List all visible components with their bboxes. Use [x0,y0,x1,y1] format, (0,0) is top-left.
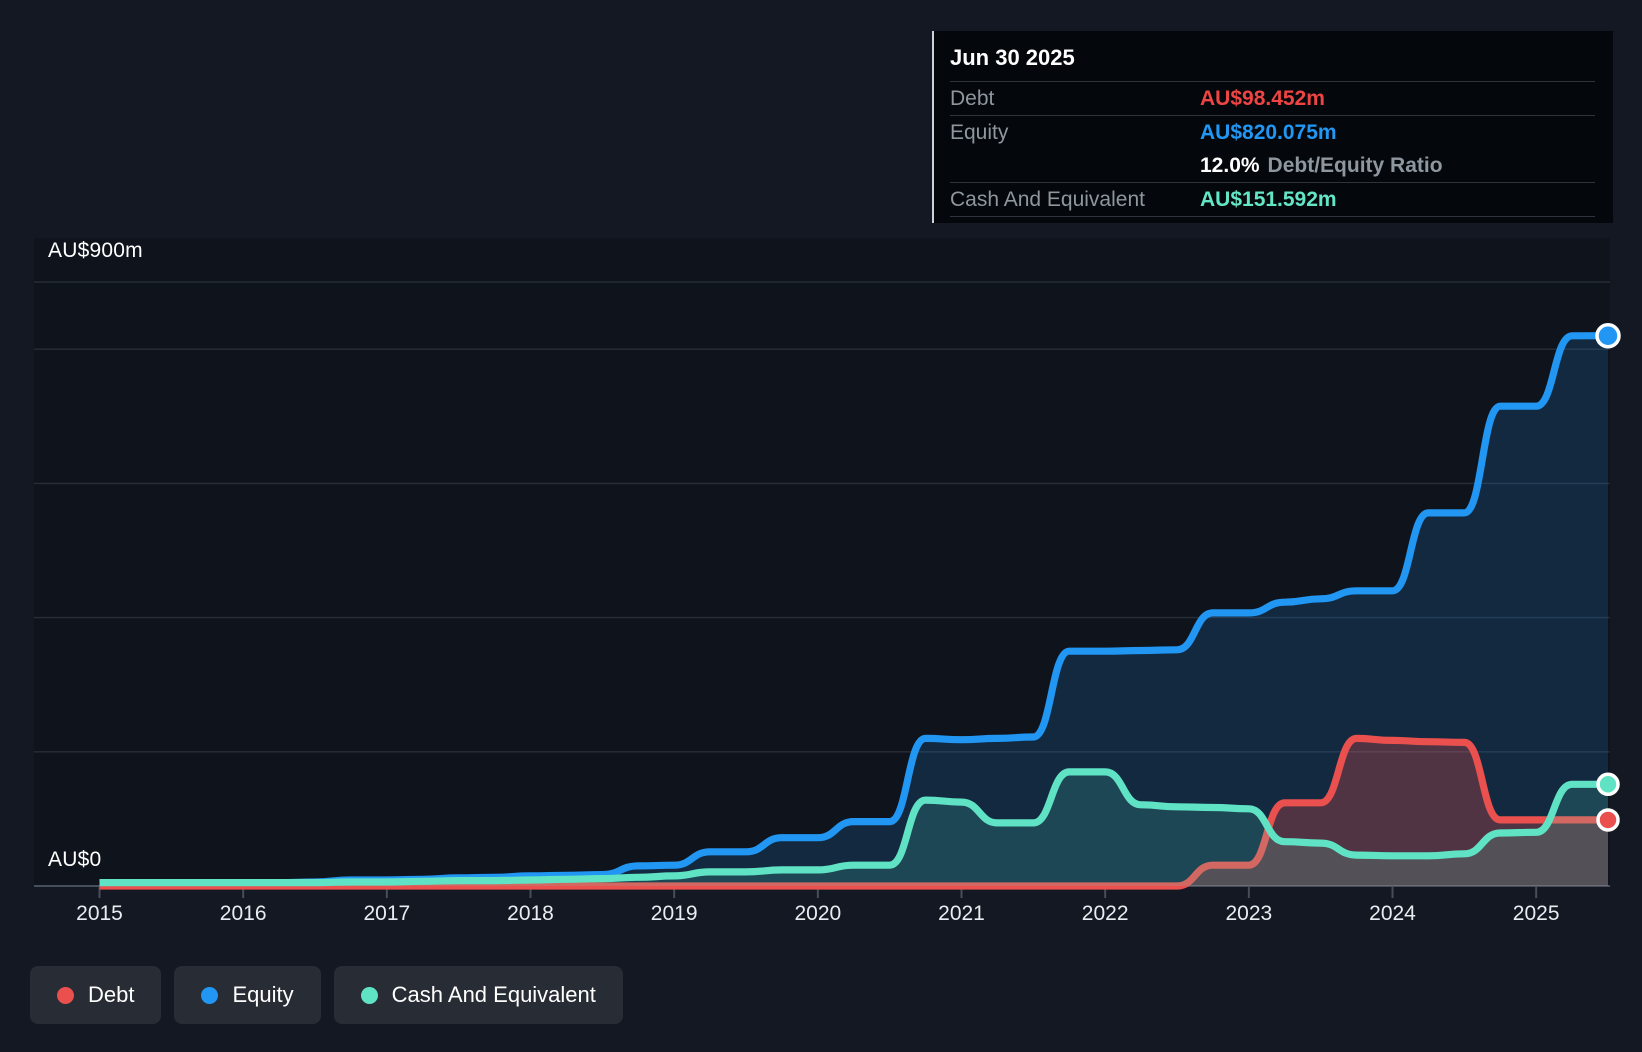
year-label-2021: 2021 [938,902,985,925]
legend-label: Debt [88,982,135,1007]
year-label-2022: 2022 [1081,902,1129,925]
series-line-debt[interactable] [99,734,1609,890]
y-axis-zero-label: AU$0 [48,848,102,871]
tooltip-ratio-label: Debt/Equity Ratio [1267,153,1443,177]
year-label-2019: 2019 [650,902,698,925]
legend-chip-debt[interactable]: Debt [30,966,162,1024]
last-point-marker-debt [1596,808,1620,832]
legend-chip-equity[interactable]: Equity [174,966,321,1024]
series-area-debt [99,738,1608,886]
tooltip-equity-label: Equity [950,120,1009,144]
year-label-2016: 2016 [219,902,267,925]
tooltip-equity-value: AU$820.075m [1200,120,1337,144]
legend-dot [57,986,74,1004]
tooltip-cash-value: AU$151.592m [1200,187,1337,211]
tooltip-cash-label: Cash And Equivalent [950,187,1145,211]
legend-label: Cash And Equivalent [391,982,596,1007]
year-label-2025: 2025 [1512,902,1560,925]
tooltip-row-equity: Equity AU$820.075m [950,115,1595,149]
tooltip-row-cash: Cash And Equivalent AU$151.592m [950,182,1595,217]
last-point-marker-equity [1595,322,1621,349]
series-line-cash[interactable] [99,768,1609,887]
plot-background [34,238,1610,886]
year-label-2023: 2023 [1225,902,1273,925]
year-label-2020: 2020 [794,902,842,925]
legend-chip-cash-and-equivalent[interactable]: Cash And Equivalent [333,966,623,1024]
tooltip-debt-value: AU$98.452m [1200,86,1325,110]
tooltip-debt-label: Debt [950,86,995,110]
y-axis-max-label: AU$900m [48,239,143,262]
tooltip-ratio-value: 12.0% [1200,153,1260,177]
series-area-equity [99,335,1608,886]
year-label-2015: 2015 [76,902,123,925]
legend-dot [201,986,219,1004]
year-label-2017: 2017 [363,902,411,925]
last-point-marker-cash [1596,772,1620,797]
tooltip-date: Jun 30 2025 [950,45,1075,70]
legend-dot [360,986,378,1004]
tooltip-row-debt: Debt AU$98.452m [950,81,1595,115]
legend-label: Equity [232,982,294,1007]
tooltip-row-ratio: 12.0% Debt/Equity Ratio [950,149,1595,182]
series-area-cash [99,771,1608,886]
hover-tooltip: Jun 30 2025 Debt AU$98.452m Equity AU$82… [932,31,1613,223]
year-label-2018: 2018 [507,902,554,925]
chart-legend: Debt Equity Cash And Equivalent [30,966,623,1024]
year-label-2024: 2024 [1369,902,1416,925]
